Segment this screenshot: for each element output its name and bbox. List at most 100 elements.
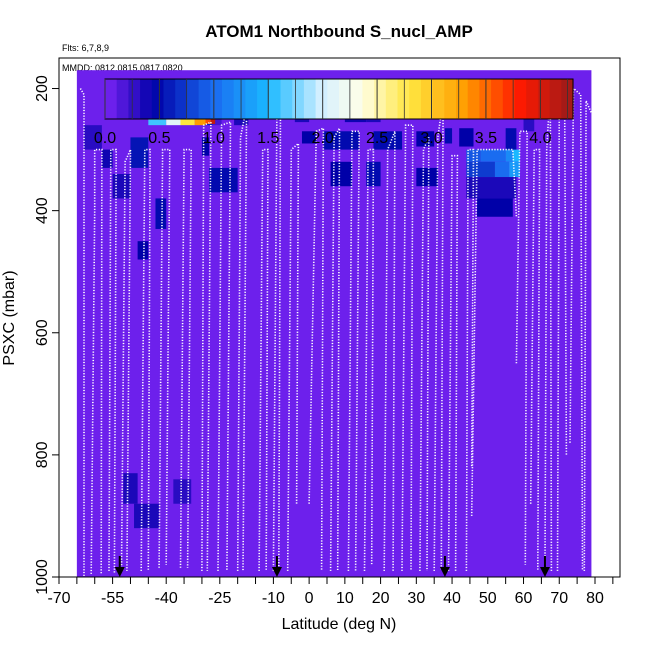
colorbar-swatch: [105, 79, 118, 119]
colorbar-swatch: [549, 79, 562, 119]
x-tick-label: 10: [336, 590, 354, 607]
flight-profile: [383, 131, 396, 571]
colorbar-swatch: [303, 79, 317, 119]
flight-profile: [447, 154, 459, 571]
flight-profile: [470, 148, 518, 516]
colorbar-swatch: [456, 79, 469, 119]
flight-profile: [158, 148, 171, 568]
colorbar-swatch: [175, 79, 188, 119]
colorbar-swatch: [257, 79, 270, 119]
x-tick-label: -55: [101, 590, 124, 607]
colorbar-swatch: [350, 79, 363, 119]
colorbar-tick-label: 0.0: [94, 130, 116, 147]
colorbar-swatch: [116, 79, 129, 119]
colorbar-swatch: [128, 79, 141, 119]
colorbar-tick-label: 3.0: [420, 130, 442, 147]
colorbar-swatch: [186, 79, 200, 119]
heatmap-cell: [130, 137, 149, 168]
colorbar-swatch: [339, 79, 352, 119]
flight-profile: [465, 148, 475, 571]
x-tick-label: 80: [586, 590, 604, 607]
flight-profile: [419, 137, 430, 571]
y-tick-label: 600: [34, 319, 51, 346]
x-tick-label: 0: [305, 590, 314, 607]
colorbar-swatch: [502, 79, 516, 119]
flight-profile: [583, 100, 593, 571]
flight-profile: [272, 99, 282, 571]
flight-profile: [79, 88, 85, 577]
colorbar-tick-label: 2.0: [312, 130, 334, 147]
colorbar-swatch: [233, 79, 246, 119]
heatmap-cell: [444, 128, 453, 144]
heatmap-cell: [416, 167, 438, 187]
heatmap-cell: [466, 177, 517, 199]
y-tick-label: 1000: [34, 559, 51, 595]
heatmap-cell: [330, 161, 353, 187]
colorbar-swatch: [491, 79, 504, 119]
heatmap-cell: [509, 161, 520, 178]
x-tick-label: 20: [372, 590, 390, 607]
flight-profile: [401, 124, 414, 571]
heatmap-cell: [173, 479, 192, 504]
x-tick-label: 50: [479, 590, 497, 607]
chart-title: ATOM1 Northbound S_nucl_AMP: [205, 22, 473, 41]
heatmap-cell: [459, 128, 474, 147]
x-tick-label: -25: [208, 590, 231, 607]
flight-profile: [515, 130, 528, 565]
axes: -70 -55 -40 -25 -10 0 10 20 30 40 50 60 70 80 200 400 60…: [34, 57, 621, 607]
x-tick-label: 70: [550, 590, 568, 607]
colorbar-swatch: [467, 79, 480, 119]
colorbar-swatch: [385, 79, 399, 119]
flight-profile: [108, 148, 118, 574]
colorbar-swatch: [268, 79, 282, 119]
heatmap-cell: [201, 137, 210, 156]
heatmap-cell: [137, 241, 149, 260]
x-tick-label: 30: [407, 590, 425, 607]
colorbar-swatch: [245, 79, 258, 119]
flight-profile: [569, 86, 584, 571]
heatmap-cell: [494, 161, 510, 178]
flight-arrowhead: [539, 567, 550, 577]
x-tick-label: -40: [155, 590, 178, 607]
flight-profile: [286, 141, 300, 571]
colorbar-swatch: [432, 79, 445, 119]
colorbar-swatch: [280, 79, 293, 119]
colorbar-swatch: [409, 79, 422, 119]
colorbar-swatch: [292, 79, 305, 119]
y-axis-label: PSXC (mbar): [1, 270, 18, 365]
colorbar-tick-label: 1.5: [257, 130, 279, 147]
flight-profile: [236, 106, 248, 571]
flight-profile: [329, 125, 341, 571]
flight-profile: [201, 120, 212, 571]
heatmap-cell: [512, 149, 520, 162]
flight-profile: [258, 148, 269, 571]
colorbar-swatch: [151, 79, 165, 119]
x-tick-label: -70: [47, 590, 70, 607]
heatmap-cell: [123, 473, 138, 504]
flight-profile: [140, 148, 151, 571]
colorbar-swatch: [210, 79, 223, 119]
heatmap-cell: [477, 198, 513, 217]
colorbar-swatch: [140, 79, 153, 119]
colorbar-tick-label: 4.0: [529, 130, 551, 147]
flight-arrowhead: [114, 567, 125, 577]
colorbar-swatch: [362, 79, 375, 119]
flight-profile: [120, 149, 132, 571]
heatmap-cell: [101, 149, 113, 168]
colorbar-tick-label: 3.5: [475, 130, 497, 147]
y-tick-label: 400: [34, 197, 51, 224]
colorbar-swatch: [420, 79, 434, 119]
flight-profile: [308, 126, 325, 571]
x-tick-label: 40: [443, 590, 461, 607]
heatmap-cell: [155, 198, 167, 229]
dates-note: MMDD: 0812,0815,0817,0820: [62, 63, 183, 73]
heatmap-cell: [505, 149, 513, 162]
colorbar-swatch: [397, 79, 410, 119]
heatmap-cell: [209, 167, 238, 193]
heatmap-cell: [134, 503, 160, 529]
x-tick-label: -10: [262, 590, 285, 607]
colorbar-swatch: [222, 79, 235, 119]
flight-profile: [347, 130, 361, 571]
heatmap-cell: [84, 125, 102, 150]
heatmap-cell: [505, 128, 517, 150]
